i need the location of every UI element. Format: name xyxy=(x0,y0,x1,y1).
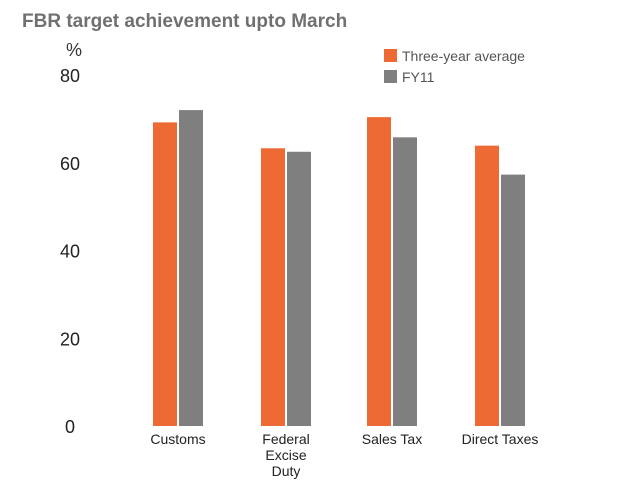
bar-three-year-average-1 xyxy=(261,148,285,427)
x-tick-label: Direct Taxes xyxy=(462,431,539,447)
x-tick-label: Federal Excise Duty xyxy=(262,431,309,479)
y-tick-label: 60 xyxy=(60,154,80,174)
bar-three-year-average-0 xyxy=(153,122,177,426)
x-tick-label-line: Direct Taxes xyxy=(462,431,539,447)
bar-fy11-2 xyxy=(393,137,417,427)
bar-three-year-average-3 xyxy=(475,145,499,427)
bar-fy11-1 xyxy=(287,151,311,426)
x-tick-label-line: Duty xyxy=(272,463,301,479)
y-tick-label: 40 xyxy=(60,242,80,262)
x-axis-ticks: Customs Federal Excise Duty Sales Tax Direct … xyxy=(150,431,538,479)
y-tick-label: 20 xyxy=(60,329,80,349)
x-tick-label: Customs xyxy=(150,431,205,447)
x-tick-label-line: Excise xyxy=(265,447,306,463)
chart-title: FBR target achievement upto March xyxy=(22,11,347,32)
x-tick-label-line: Federal xyxy=(262,431,309,447)
bar-three-year-average-2 xyxy=(367,117,391,427)
y-tick-label: 0 xyxy=(65,417,75,437)
legend-swatch xyxy=(384,70,397,83)
legend: Three-year average FY11 xyxy=(384,48,525,85)
x-tick-label-line: Sales Tax xyxy=(362,431,422,447)
y-unit-label: % xyxy=(66,40,82,60)
bar-fy11-0 xyxy=(179,110,203,426)
x-tick-label: Sales Tax xyxy=(362,431,422,447)
legend-label: FY11 xyxy=(402,69,435,85)
y-axis-ticks: 0 20 40 60 80 xyxy=(60,66,80,437)
bar-fy11-3 xyxy=(501,174,525,426)
y-tick-label: 80 xyxy=(60,66,80,86)
legend-label: Three-year average xyxy=(402,48,525,64)
x-tick-label-line: Customs xyxy=(150,431,205,447)
legend-swatch xyxy=(384,49,397,62)
bars xyxy=(153,110,525,427)
